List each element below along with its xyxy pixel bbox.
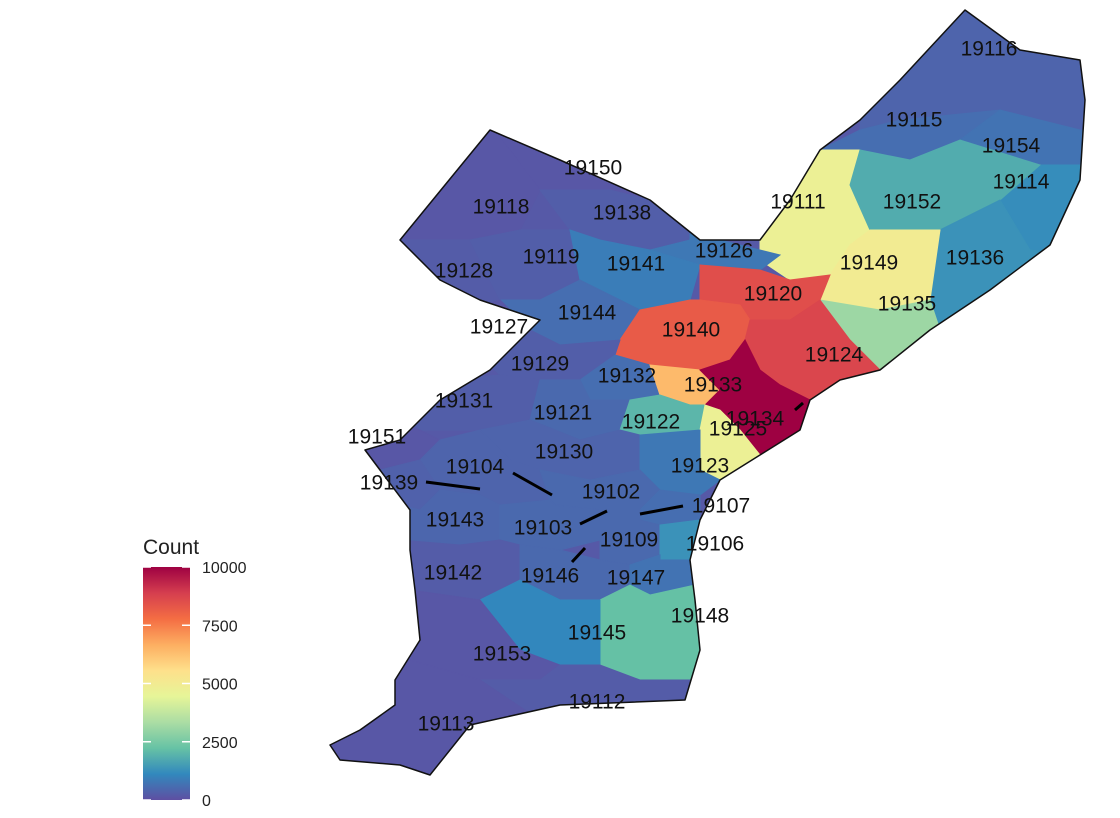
zip-label-19122: 19122 [622,411,680,434]
zip-label-19113: 19113 [418,713,475,736]
legend-tick-label-10000: 10000 [202,560,247,577]
zip-label-19119: 19119 [523,246,580,269]
region-19118 [379,109,541,241]
zip-label-19123: 19123 [671,455,729,478]
zip-label-19130: 19130 [535,441,593,464]
zip-label-19115: 19115 [886,109,943,132]
zip-label-19135: 19135 [878,293,936,316]
zip-label-19138: 19138 [593,202,651,225]
zip-label-19127: 19127 [470,316,528,339]
zip-label-19144: 19144 [558,302,617,325]
leader-19134 [794,401,804,412]
leader-19146 [570,546,587,564]
zip-label-19139: 19139 [360,472,418,495]
zip-label-19152: 19152 [883,191,941,214]
zip-label-19109: 19109 [600,529,658,552]
zip-label-19136: 19136 [946,247,1004,270]
zip-label-19107: 19107 [692,495,750,518]
zip-label-19133: 19133 [684,374,742,397]
zip-label-19114: 19114 [993,171,1050,194]
zip-label-19118: 19118 [473,196,530,219]
zip-label-19150: 19150 [564,157,622,180]
zip-label-19103: 19103 [514,517,572,540]
zip-label-19151: 19151 [348,426,406,449]
zip-label-19128: 19128 [435,260,493,283]
zip-label-19141: 19141 [607,253,665,276]
zip-label-19148: 19148 [671,605,729,628]
zip-label-19145: 19145 [568,622,626,645]
zip-label-19111: 19111 [770,191,825,214]
zip-label-19102: 19102 [582,481,640,504]
legend-ticks: 0 2500 5000 7500 10000 [143,560,247,810]
leader-19107 [639,504,684,516]
zip-label-19116: 19116 [961,38,1018,61]
zip-label-19121: 19121 [534,402,592,425]
legend-tick-label-7500: 7500 [202,618,238,635]
zip-label-19140: 19140 [662,319,720,342]
zip-label-19147: 19147 [607,567,665,590]
zip-label-19131: 19131 [435,390,493,413]
leader-19103 [579,509,608,526]
legend: Count 0 2500 5000 7500 10000 [143,536,247,810]
legend-tick-label-2500: 2500 [202,735,238,752]
zip-label-19125: 19125 [709,418,767,441]
zip-label-19129: 19129 [511,353,569,376]
legend-tick-label-5000: 5000 [202,677,238,694]
city-boundary [329,9,1086,776]
zip-label-19146: 19146 [521,565,579,588]
zip-label-19124: 19124 [805,344,864,367]
zip-label-19143: 19143 [426,509,484,532]
legend-title: Count [143,536,199,559]
zip-label-19153: 19153 [473,643,531,666]
legend-tick-label-0: 0 [202,793,211,810]
zip-labels: 19116 19115 19154 19114 19111 19152 19136 19149… [348,38,1050,736]
leader-19104 [512,471,553,497]
zip-label-19120: 19120 [744,283,802,306]
zip-label-19149: 19149 [840,252,898,275]
leader-lines [425,401,804,564]
zip-label-19154: 19154 [982,135,1041,158]
zip-label-19142: 19142 [424,562,482,585]
zip-label-19112: 19112 [569,691,626,714]
zip-label-19126: 19126 [695,240,753,263]
zip-label-19132: 19132 [598,365,656,388]
zip-label-19106: 19106 [686,533,744,556]
leader-19139 [425,480,481,491]
zip-label-19134: 19134 [726,408,785,431]
zip-label-19104: 19104 [446,456,505,479]
